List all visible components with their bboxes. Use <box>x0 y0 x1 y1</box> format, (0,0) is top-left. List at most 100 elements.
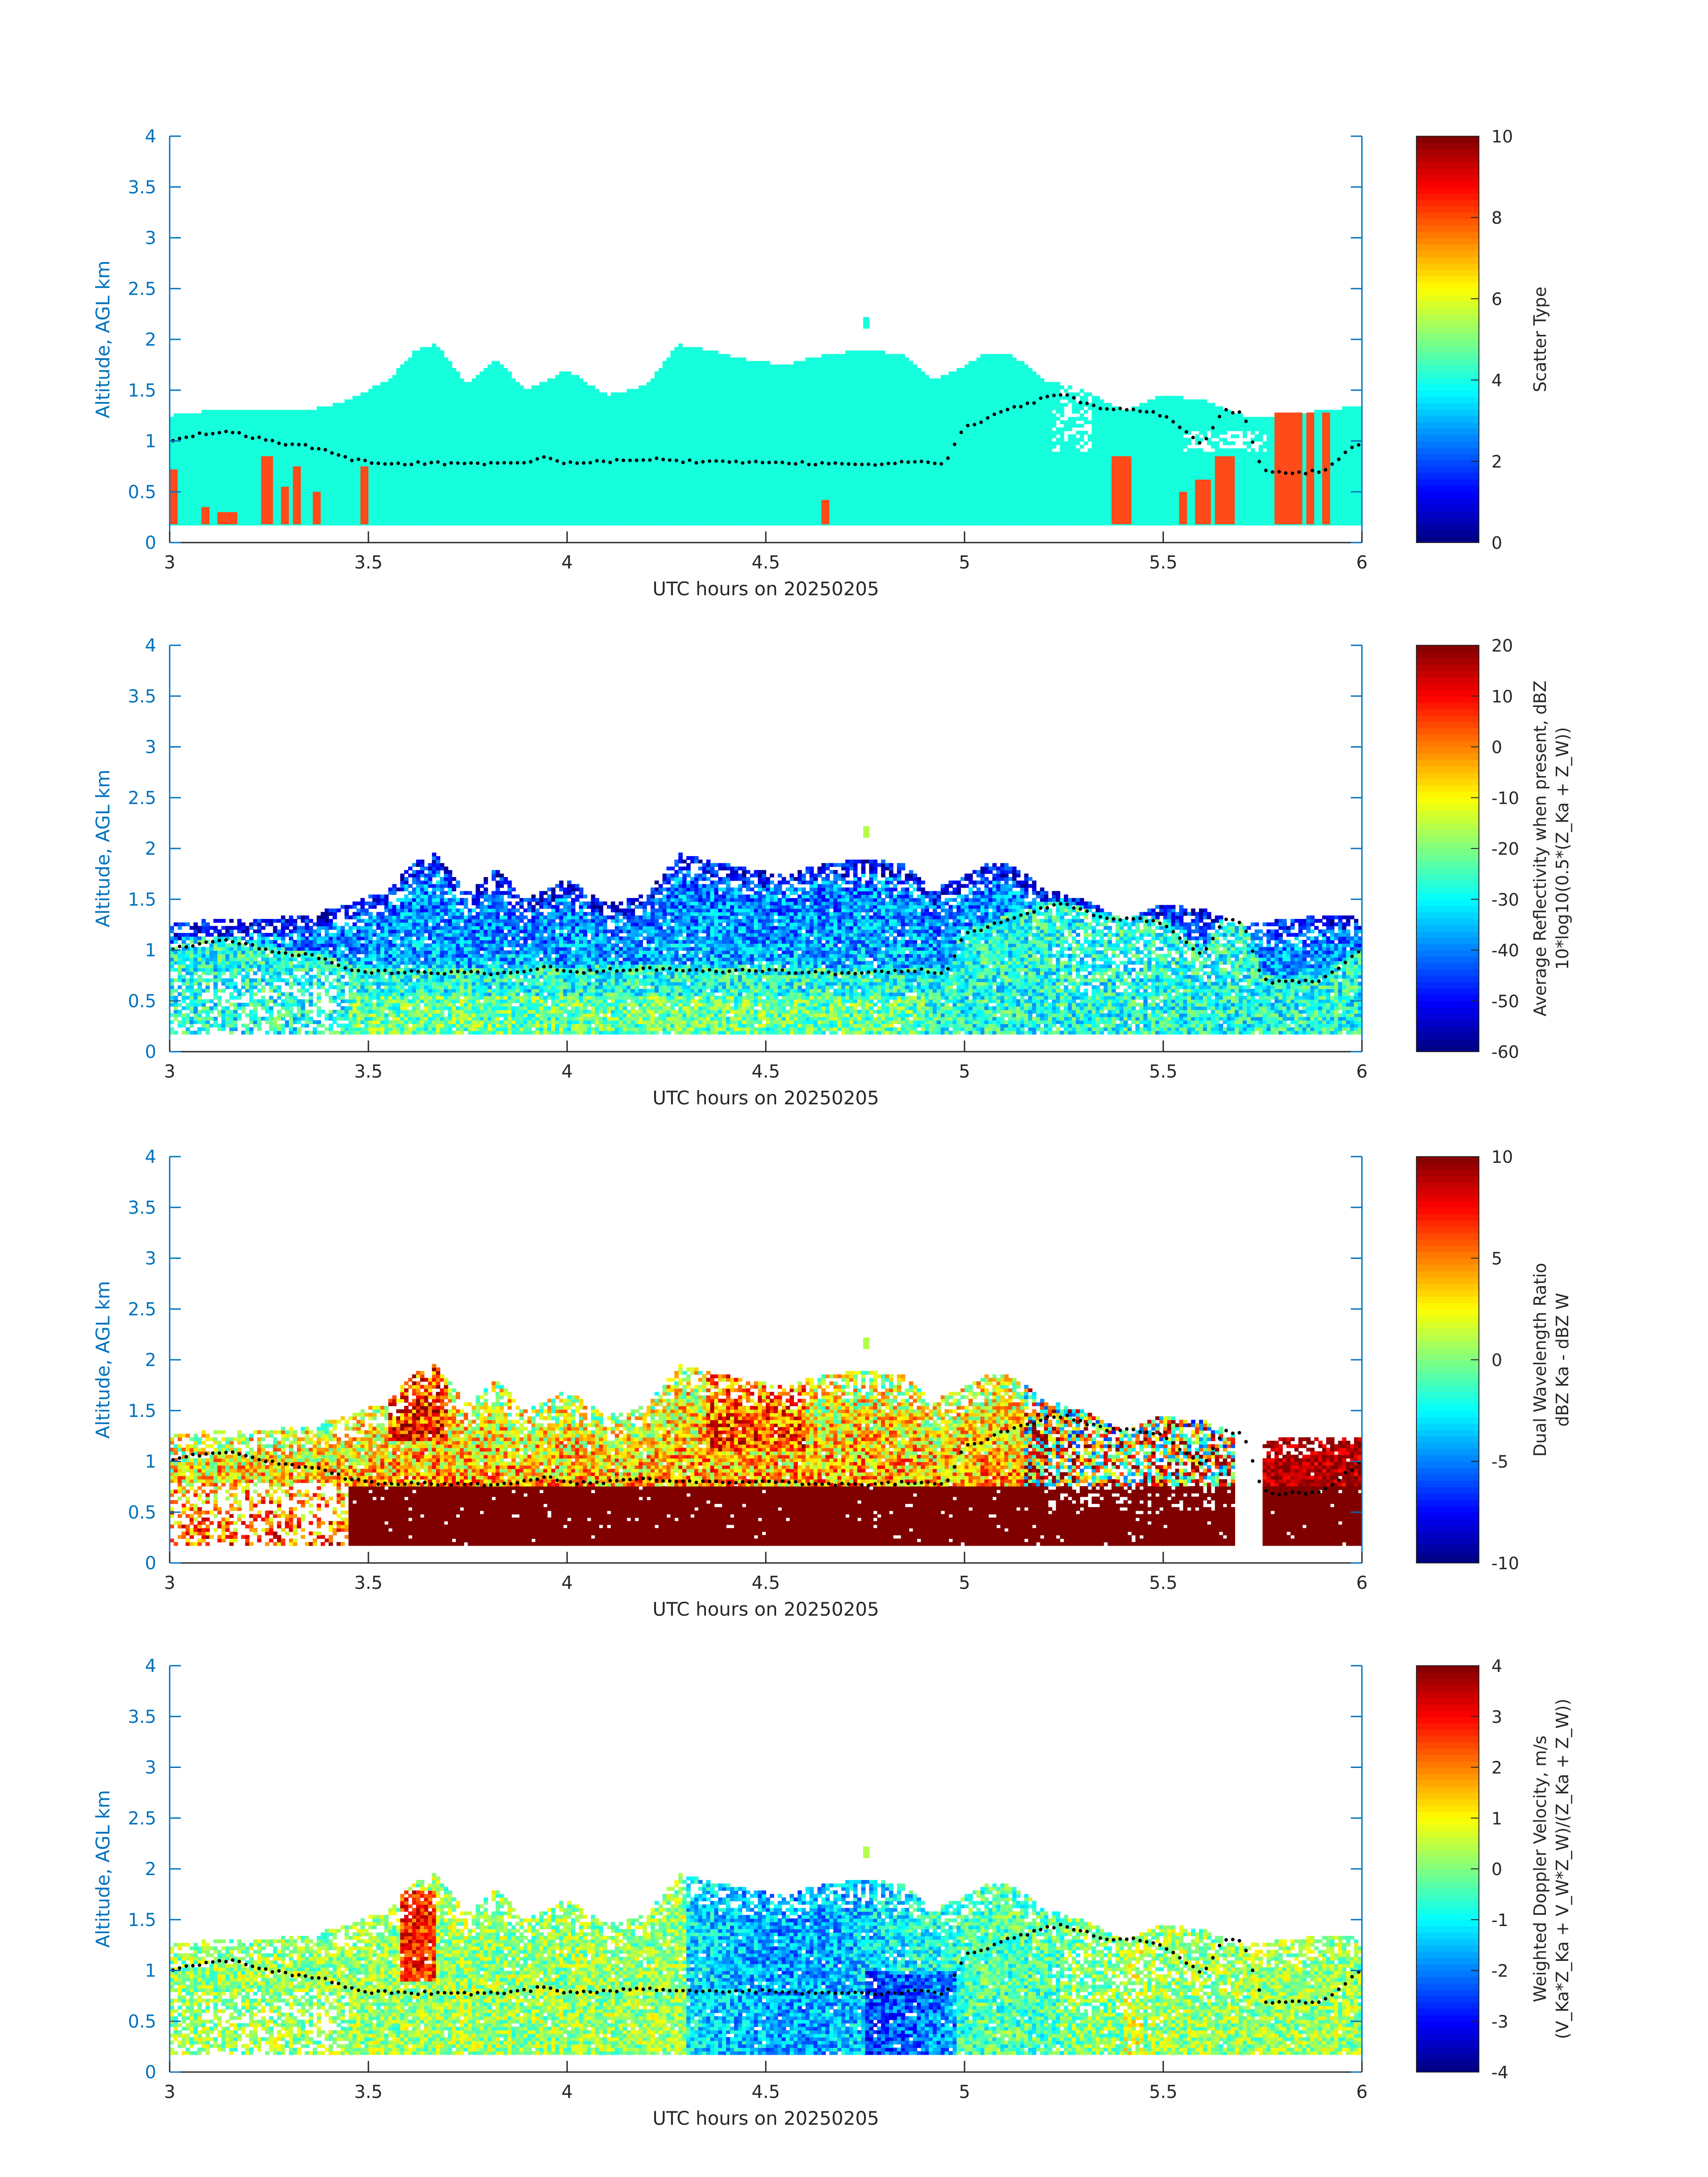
heatmap-cell <box>209 518 214 522</box>
heatmap-cell <box>213 441 218 445</box>
heatmap-cell <box>233 441 238 445</box>
heatmap-cell <box>241 476 246 480</box>
heatmap-cell <box>233 445 238 449</box>
heatmap-cell <box>190 522 194 526</box>
heatmap-cell <box>213 466 218 470</box>
heatmap-cell <box>226 462 230 466</box>
heatmap-cell <box>182 508 186 512</box>
heatmap-cell <box>233 504 238 508</box>
heatmap-cell <box>237 508 242 512</box>
heatmap-cell <box>245 427 250 431</box>
heatmap-cell <box>186 514 190 518</box>
heatmap-cell <box>226 448 230 452</box>
heatmap-cell <box>186 455 190 460</box>
heatmap-cell <box>241 483 246 487</box>
heatmap-cell <box>213 448 218 452</box>
heatmap-cell <box>178 522 182 526</box>
heatmap-cell <box>249 487 254 491</box>
heatmap-cell <box>241 504 246 508</box>
heatmap-cell <box>201 441 206 445</box>
heatmap-cell <box>226 497 230 501</box>
heatmap-cell <box>233 494 238 498</box>
heatmap-cell <box>205 483 210 487</box>
heatmap-cell <box>241 424 246 428</box>
heatmap-cell <box>193 424 198 428</box>
heatmap-cell <box>209 441 214 445</box>
heatmap-cell <box>205 455 210 460</box>
heatmap-cell <box>186 466 190 470</box>
heatmap-cell <box>217 448 222 452</box>
heatmap-cell <box>182 445 186 449</box>
heatmap-cell <box>249 490 254 494</box>
heatmap-cell <box>190 476 194 480</box>
heatmap-cell <box>226 417 230 421</box>
heatmap-cell <box>197 420 202 424</box>
heatmap-cell <box>190 417 194 421</box>
heatmap-cell <box>213 410 218 414</box>
heatmap-cell <box>197 441 202 445</box>
heatmap-cell <box>197 473 202 477</box>
heatmap-cell <box>205 441 210 445</box>
heatmap-cell <box>205 487 210 491</box>
heatmap-cell <box>213 514 218 518</box>
heatmap-cell <box>221 445 226 449</box>
heatmap-cell <box>205 445 210 449</box>
heatmap-cell <box>193 427 198 431</box>
heatmap-cell <box>253 511 258 515</box>
heatmap-cell <box>213 480 218 484</box>
heatmap-cell <box>233 417 238 421</box>
heatmap-cell <box>205 438 210 442</box>
heatmap-cell <box>174 427 178 431</box>
heatmap-cell <box>182 473 186 477</box>
heatmap-cell <box>186 511 190 515</box>
heatmap-cell <box>237 452 242 456</box>
heatmap-cell <box>245 501 250 505</box>
heatmap-cell <box>178 497 182 501</box>
heatmap-cell <box>197 490 202 494</box>
heatmap-cell <box>241 441 246 445</box>
heatmap-cell <box>178 514 182 518</box>
heatmap-cell <box>209 420 214 424</box>
heatmap-cell <box>182 452 186 456</box>
heatmap-cell <box>197 476 202 480</box>
heatmap-cell <box>245 462 250 466</box>
heatmap-cell <box>241 508 246 512</box>
heatmap-cell <box>233 414 238 418</box>
heatmap-cell <box>217 455 222 460</box>
heatmap-cell <box>213 452 218 456</box>
heatmap-cell <box>209 448 214 452</box>
heatmap-cell <box>182 441 186 445</box>
heatmap-cell <box>221 483 226 487</box>
heatmap-cell <box>182 511 186 515</box>
heatmap-cell <box>226 414 230 418</box>
heatmap-cell <box>190 483 194 487</box>
heatmap-cell <box>174 448 178 452</box>
heatmap-cell <box>213 501 218 505</box>
heatmap-cell <box>241 494 246 498</box>
heatmap-cell <box>249 469 254 473</box>
heatmap-cell <box>190 494 194 498</box>
heatmap-cell <box>178 494 182 498</box>
heatmap-cell <box>226 504 230 508</box>
heatmap-cell <box>193 431 198 435</box>
heatmap-cell <box>186 448 190 452</box>
heatmap-cell <box>221 469 226 473</box>
heatmap-cell <box>241 420 246 424</box>
heatmap-cell <box>197 522 202 526</box>
heatmap-cell <box>230 417 234 421</box>
heatmap-cell <box>182 455 186 460</box>
heatmap-cell <box>193 511 198 515</box>
heatmap-cell <box>230 445 234 449</box>
heatmap-cell <box>230 452 234 456</box>
heatmap-cell <box>213 497 218 501</box>
heatmap-cell <box>226 438 230 442</box>
heatmap-cell <box>221 508 226 512</box>
heatmap-cell <box>193 414 198 418</box>
heatmap-cell <box>253 494 258 498</box>
heatmap-cell <box>186 490 190 494</box>
heatmap-cell <box>186 414 190 418</box>
heatmap-cell <box>237 497 242 501</box>
heatmap-cell <box>213 455 218 460</box>
heatmap-cell <box>217 483 222 487</box>
heatmap-cell <box>213 424 218 428</box>
